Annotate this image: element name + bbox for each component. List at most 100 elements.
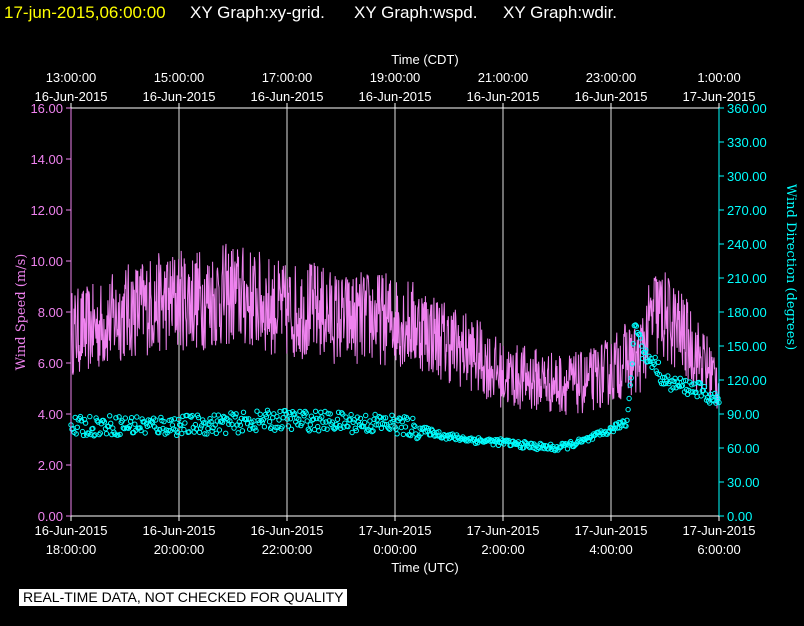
wind-direction-point [656,371,663,378]
right-tick-label: 360.00 [727,101,767,116]
wind-direction-point [204,431,210,437]
wind-direction-point [218,418,225,424]
wind-direction-point [127,418,134,424]
left-tick-label: 10.00 [30,254,63,269]
wind-direction-point [508,442,514,448]
wind-direction-point [372,411,378,418]
left-tick-label: 8.00 [38,305,63,320]
wind-direction-point [177,422,183,428]
wind-direction-point [117,431,123,438]
wind-direction-point [321,425,327,432]
wind-direction-point [101,419,108,425]
wind-direction-point [345,423,351,430]
wind-direction-point [91,433,97,439]
wind-direction-point [677,375,683,381]
wind-direction-point [196,429,203,436]
wind-direction-point [304,418,310,424]
right-tick-label: 0.00 [727,509,752,524]
wind-direction-point [126,423,133,429]
top-tick-time: 13:00:00 [46,70,97,85]
wind-direction-series [68,322,722,454]
wind-direction-point [348,411,354,418]
wind-direction-point [73,431,79,437]
wind-direction-point [257,411,263,417]
wind-direction-point [660,381,667,387]
axis-labels: 0.00 2.00 4.00 6.00 8.00 10.00 12.00 14.00 16.00… [14,52,798,575]
wind-direction-point [203,420,209,426]
wind-direction-point [377,414,384,421]
wind-direction-point [282,408,288,414]
wind-direction-point [332,425,339,431]
wind-direction-point [329,419,335,425]
wind-direction-point [179,430,185,437]
top-tick-time: 15:00:00 [154,70,205,85]
bottom-tick-date: 16-Jun-2015 [251,523,324,538]
right-tick-label: 210.00 [727,271,767,286]
wind-direction-point [671,378,677,385]
bottom-tick-time: 2:00:00 [481,542,524,557]
wind-direction-point [264,407,271,413]
wind-direction-point [637,335,644,341]
wind-direction-point [276,417,282,423]
wind-direction-point [134,414,140,420]
wind-direction-point [306,428,312,434]
wind-direction-point [389,412,395,418]
wind-direction-point [495,442,502,448]
wind-direction-point [252,425,258,431]
top-tick-time: 17:00:00 [262,70,313,85]
wind-direction-point [93,415,99,421]
wind-direction-point [398,424,404,431]
right-tick-label: 120.00 [727,373,767,388]
wind-direction-point [442,432,448,439]
wind-direction-point [642,349,648,356]
wind-direction-point [652,354,658,361]
left-tick-label: 16.00 [30,101,63,116]
wind-direction-point [623,423,629,429]
wind-direction-point [254,408,260,414]
wind-direction-point [400,431,407,438]
left-tick-label: 6.00 [38,356,63,371]
wind-direction-point [504,437,510,443]
wind-direction-point [223,430,229,436]
graph-label-xy-grid: XY Graph:xy-grid. [190,3,325,22]
wind-direction-point [327,411,333,417]
wind-direction-point [492,437,498,443]
header-timestamp: 17-jun-2015,06:00:00 [4,3,166,22]
wind-direction-point [338,425,344,431]
wind-direction-point [201,420,207,426]
wind-direction-point [231,425,237,431]
top-tick-time: 23:00:00 [586,70,637,85]
wind-direction-point [103,431,110,437]
wind-direction-point [331,426,338,432]
wind-direction-point [279,424,285,430]
bottom-tick-time: 6:00:00 [697,542,740,557]
wind-direction-point [128,415,135,421]
wind-direction-point [380,415,387,421]
wind-direction-point [363,412,369,419]
wind-direction-point [609,425,616,432]
wind-direction-point [357,415,364,422]
wind-direction-point [122,415,129,421]
wind-direction-point [271,411,277,417]
wind-direction-point [161,418,167,425]
wind-direction-point [349,429,355,436]
wind-direction-point [153,417,159,423]
right-axis-title: Wind Direction (degrees) [783,184,798,350]
wind-direction-point [706,400,713,406]
wind-direction-point [315,423,321,430]
wind-direction-point [633,323,640,329]
wind-direction-point [209,428,215,434]
wind-direction-point [614,425,621,431]
wind-direction-point [624,417,630,423]
wind-direction-point [626,395,632,402]
wind-direction-point [387,426,393,432]
wind-direction-point [643,347,649,353]
wind-direction-point [237,422,244,428]
wind-direction-point [80,432,87,439]
top-tick-date: 16-Jun-2015 [359,89,432,104]
wind-direction-point [132,421,138,427]
wind-direction-point [78,418,85,424]
wind-direction-point [284,416,290,422]
wind-direction-point [292,411,298,417]
